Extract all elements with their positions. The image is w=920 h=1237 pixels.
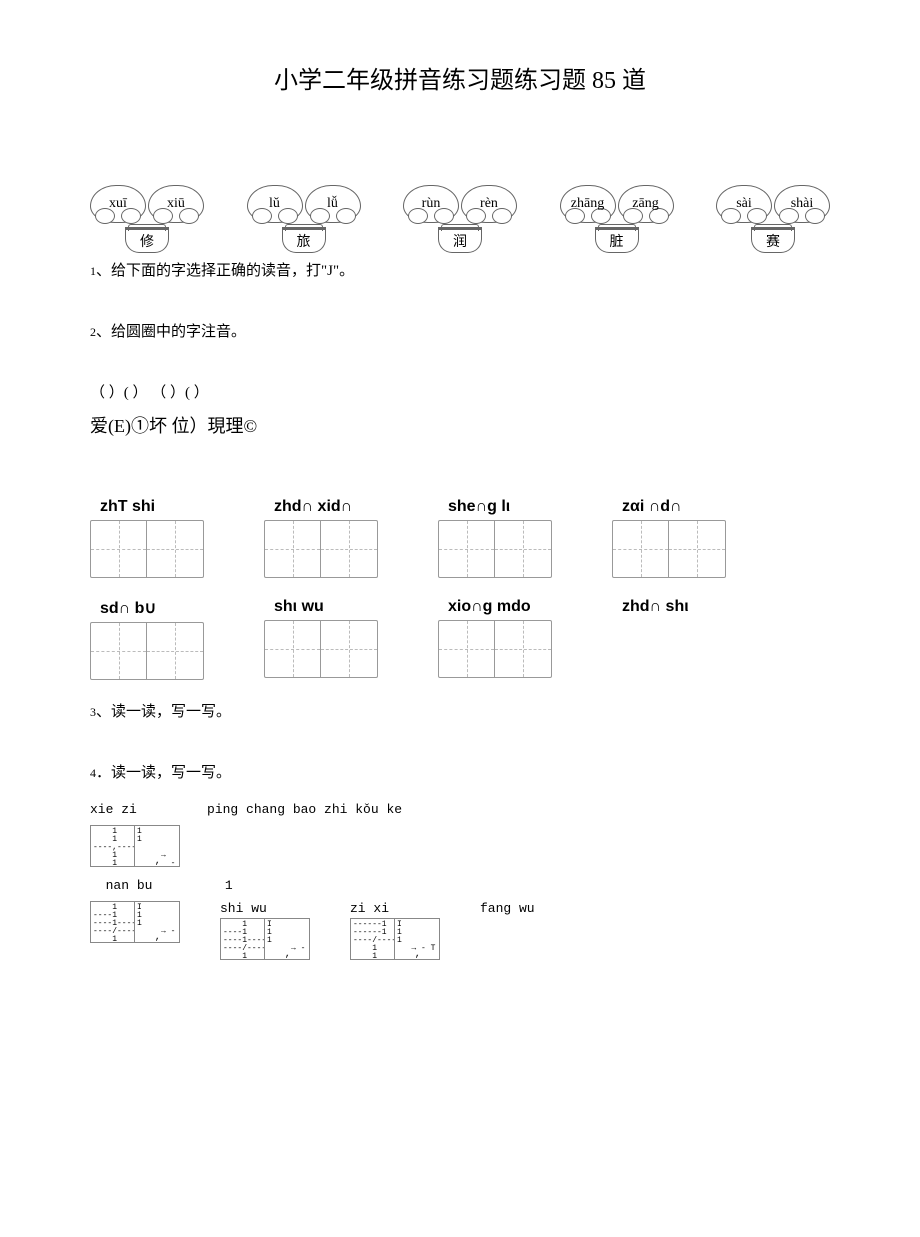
grid-row-2: sd∩ b∪ shι wu xio∩g mdo zhd∩ shι [90, 598, 830, 680]
grid-item-4: sd∩ b∪ [90, 598, 204, 680]
grid-item-1: zhd∩ xid∩ [264, 498, 378, 578]
cloud-pair-2: rùn rèn 润 [403, 185, 517, 253]
grid-item-0: zhT shi [90, 498, 204, 578]
cloud-pair-0: xuī xiū 修 [90, 185, 204, 253]
small-cell-3b: I 1 1 → - T, [395, 919, 439, 959]
small-cell-0b: 1 1 → - T, [135, 826, 179, 866]
grid-row-1: zhT shi zhd∩ xid∩ she∩g lι zαi ∩d∩ [90, 498, 830, 578]
small-cell-1a: 1 ----1 ----1---- ----/---- 1 ⊥ [91, 902, 135, 942]
small-cell-1b: I 1 1 → - T, [135, 902, 179, 942]
pinyin-0: zhT shi [90, 498, 204, 516]
cloud-right-2: rèn [461, 185, 517, 223]
question-2: 2、给圆圈中的字注音。 [90, 320, 830, 341]
q4-text: ．读一读，写一写。 [96, 765, 231, 781]
small-cell-3a: ------1 ------1 ----/---- 1 1 [351, 919, 395, 959]
page-title: 小学二年级拼音练习题练习题 85 道 [90, 60, 830, 95]
small-grid-0: 1 1 ----,---- 1 1 ⊥ 1 1 → - T, [90, 825, 180, 867]
small-cell-2b: I 1 1 → - T, [265, 919, 309, 959]
cloud-left-2: rùn [403, 185, 459, 223]
cloud-left-1: lǔ [247, 185, 303, 223]
cloud-right-4: shài [774, 185, 830, 223]
pot-0: 修 [125, 227, 169, 253]
small-block-shiwu: shi wu 1 ----1 ----1---- ----/---- 1 ⊥ I… [220, 901, 310, 960]
pot-2: 润 [438, 227, 482, 253]
grid-item-5: shι wu [264, 598, 378, 680]
han-line: 爱(E)①坏 位）現理© [90, 412, 830, 438]
cloud-pot-row: xuī xiū 修 lǔ lǚ 旅 rùn rèn 润 zhāng zāng 脏… [90, 185, 830, 253]
small-row-1: 1 1 ----,---- 1 1 ⊥ 1 1 → - T, [90, 825, 830, 867]
pinyin-1: zhd∩ xid∩ [264, 498, 378, 516]
pinyin-4: sd∩ b∪ [90, 598, 204, 618]
small-row-2: 1 ----1 ----1---- ----/---- 1 ⊥ I 1 1 → … [90, 901, 830, 960]
cloud-pair-3: zhāng zāng 脏 [560, 185, 674, 253]
grid-item-2: she∩g lι [438, 498, 552, 578]
tianzige-section: zhT shi zhd∩ xid∩ she∩g lι zαi ∩d∩ sd∩ b… [90, 498, 830, 680]
grid-item-3: zαi ∩d∩ [612, 498, 726, 578]
mono-nan-bu: nan bu 1 [90, 863, 830, 893]
pinyin-2: she∩g lι [438, 498, 552, 516]
cloud-right-1: lǚ [305, 185, 361, 223]
small-block-fangwu: fang wu [480, 901, 535, 918]
cloud-pair-1: lǔ lǚ 旅 [247, 185, 361, 253]
pinyin-5: shι wu [264, 598, 378, 616]
q3-text: 、读一读，写一写。 [96, 704, 231, 720]
pinyin-3: zαi ∩d∩ [612, 498, 726, 516]
pot-1: 旅 [282, 227, 326, 253]
cloud-pair-4: sài shài 赛 [716, 185, 830, 253]
mono-line-1: xie zi ping chang bao zhi kǒu ke [90, 802, 830, 817]
small-cell-2a: 1 ----1 ----1---- ----/---- 1 ⊥ [221, 919, 265, 959]
cloud-left-0: xuī [90, 185, 146, 223]
small-grid-1: 1 ----1 ----1---- ----/---- 1 ⊥ I 1 1 → … [90, 901, 180, 943]
question-4: 4．读一读，写一写。 [90, 761, 830, 782]
pinyin-6: xio∩g mdo [438, 598, 552, 616]
q1-text: 、给下面的字选择正确的读音，打"J"。 [96, 263, 354, 279]
small-cell-0a: 1 1 ----,---- 1 1 ⊥ [91, 826, 135, 866]
cloud-right-3: zāng [618, 185, 674, 223]
pot-3: 脏 [595, 227, 639, 253]
pot-4: 赛 [751, 227, 795, 253]
q2-text: 、给圆圈中的字注音。 [96, 324, 246, 340]
grid-item-6: xio∩g mdo [438, 598, 552, 680]
cloud-right-0: xiū [148, 185, 204, 223]
paren-blanks: （ ）( ） （ ）( ） [90, 381, 830, 402]
question-3: 3、读一读，写一写。 [90, 700, 830, 721]
cloud-left-4: sài [716, 185, 772, 223]
question-1: 1、给下面的字选择正确的读音，打"J"。 [90, 259, 830, 280]
small-block-zixi: zi xi ------1 ------1 ----/---- 1 1 I 1 … [350, 901, 440, 960]
cloud-left-3: zhāng [560, 185, 616, 223]
pinyin-7: zhd∩ shι [612, 598, 724, 616]
grid-item-7: zhd∩ shι [612, 598, 724, 680]
